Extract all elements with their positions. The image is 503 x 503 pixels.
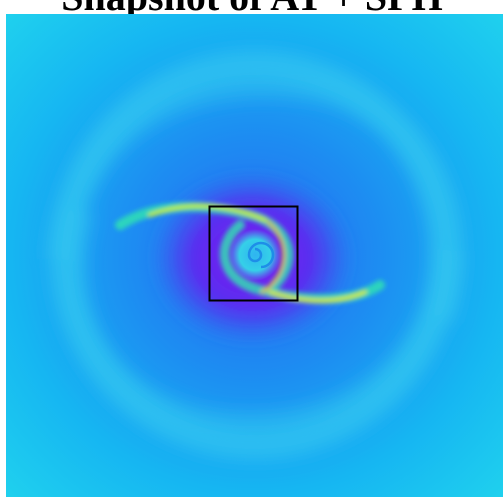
simulation-image (6, 14, 503, 497)
screenshot: Snapshot of AT + SPH (0, 0, 503, 503)
